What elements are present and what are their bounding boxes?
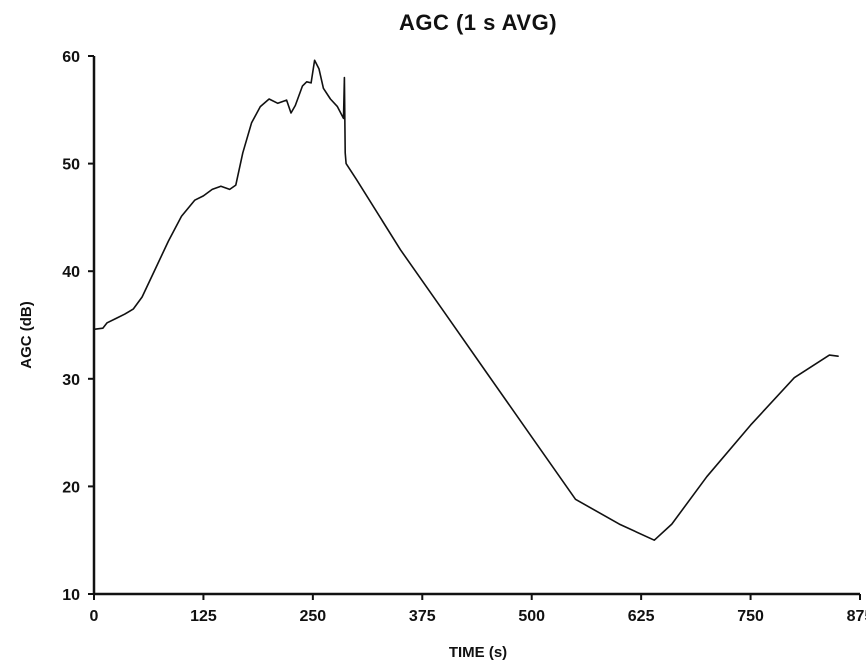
x-tick-label: 0 xyxy=(90,608,99,625)
agc-series-line xyxy=(93,59,839,542)
x-tick-label: 875 xyxy=(847,608,866,625)
y-tick-label: 30 xyxy=(62,372,80,389)
x-axis-title: TIME (s) xyxy=(449,644,507,661)
y-axis-title: AGC (dB) xyxy=(18,301,35,369)
x-tick-label: 125 xyxy=(190,608,217,625)
x-tick-label: 250 xyxy=(300,608,327,625)
series-group xyxy=(93,59,839,542)
y-tick-label: 40 xyxy=(62,264,80,281)
y-tick-label: 50 xyxy=(62,157,80,174)
chart-title: AGC (1 s AVG) xyxy=(399,10,557,35)
y-tick-label: 10 xyxy=(62,587,80,604)
x-tick-label: 375 xyxy=(409,608,436,625)
y-tick-label: 20 xyxy=(62,479,80,496)
x-tick-label: 625 xyxy=(628,608,655,625)
x-tick-label: 750 xyxy=(737,608,764,625)
x-tick-label: 500 xyxy=(518,608,545,625)
axes-group xyxy=(92,56,860,596)
y-tick-label: 60 xyxy=(62,49,80,66)
ticks-group: 0 125 250 375 500 625 750 875 10 20 30 40 50 60 xyxy=(62,49,866,625)
